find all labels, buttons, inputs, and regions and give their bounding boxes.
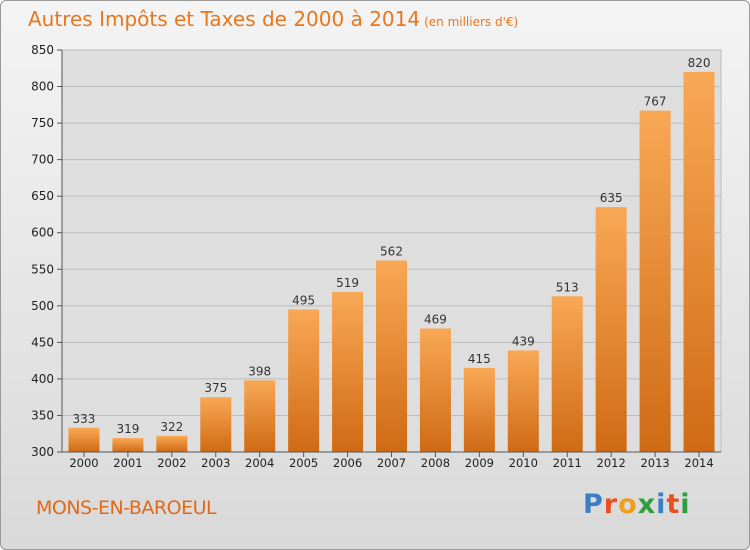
bar xyxy=(156,435,188,452)
x-tick-label: 2013 xyxy=(640,456,669,470)
x-tick-label: 2004 xyxy=(245,456,274,470)
y-tick-label: 800 xyxy=(31,80,54,94)
bar-value-label: 519 xyxy=(336,276,359,290)
bar xyxy=(68,427,100,452)
logo-letter: x xyxy=(637,489,657,520)
chart-subtitle: (en milliers d'€) xyxy=(424,15,519,29)
x-tick-label: 2000 xyxy=(69,456,98,470)
bar-value-label: 319 xyxy=(116,422,139,436)
bar-value-label: 635 xyxy=(600,191,623,205)
logo-letter: r xyxy=(603,489,619,520)
y-tick-label: 700 xyxy=(31,153,54,167)
bar xyxy=(376,260,407,452)
bar xyxy=(683,71,715,452)
bar xyxy=(639,110,671,452)
x-tick-label: 2006 xyxy=(333,456,362,470)
x-tick-label: 2008 xyxy=(421,456,450,470)
chart-title: Autres Impôts et Taxes de 2000 à 2014 (en… xyxy=(28,7,518,31)
x-tick-label: 2011 xyxy=(553,456,582,470)
y-tick-label: 650 xyxy=(31,189,54,203)
town-name: MONS-EN-BAROEUL xyxy=(36,497,217,519)
bar xyxy=(551,296,583,452)
x-tick-label: 2001 xyxy=(113,456,142,470)
x-tick-label: 2005 xyxy=(289,456,318,470)
bar xyxy=(244,380,276,452)
bar xyxy=(200,397,232,452)
bar-value-label: 513 xyxy=(556,280,579,294)
y-tick-label: 500 xyxy=(31,299,54,313)
x-tick-label: 2003 xyxy=(201,456,230,470)
bar-value-label: 439 xyxy=(512,334,535,348)
x-tick-label: 2009 xyxy=(465,456,494,470)
y-tick-label: 400 xyxy=(31,372,54,386)
bar-value-label: 767 xyxy=(644,95,667,109)
bar xyxy=(112,438,144,452)
x-axis: 2000 2001 2002 2003 2004 2005 2006 2007 2008 2009… xyxy=(62,451,721,470)
bar-value-label: 562 xyxy=(380,245,403,259)
bar xyxy=(595,207,627,452)
x-tick-label: 2014 xyxy=(684,456,713,470)
x-tick-label: 2002 xyxy=(157,456,186,470)
y-tick-label: 850 xyxy=(31,43,54,57)
bar-value-label: 398 xyxy=(248,364,271,378)
bar xyxy=(288,309,320,452)
bar-value-label: 375 xyxy=(204,381,227,395)
y-tick-label: 750 xyxy=(31,116,54,130)
y-tick-label: 600 xyxy=(31,226,54,240)
logo-letter: t xyxy=(666,489,681,520)
bars: 333 319 322 375 398 495 519 562 469 415 439 513 635 7… xyxy=(68,56,715,452)
bar-value-label: 415 xyxy=(468,352,491,366)
bar xyxy=(332,291,364,452)
chart-title-text: Autres Impôts et Taxes de 2000 à 2014 xyxy=(28,7,421,31)
x-tick-label: 2012 xyxy=(597,456,626,470)
logo-letter: o xyxy=(618,489,638,520)
x-tick-label: 2007 xyxy=(377,456,406,470)
y-tick-label: 550 xyxy=(31,262,54,276)
logo-letter: i xyxy=(656,489,667,520)
bar-value-label: 322 xyxy=(160,420,183,434)
y-tick-label: 350 xyxy=(31,408,54,422)
bar xyxy=(463,367,495,452)
bar-value-label: 469 xyxy=(424,312,447,326)
x-tick-label: 2010 xyxy=(509,456,538,470)
bar-value-label: 820 xyxy=(688,56,711,70)
y-tick-label: 450 xyxy=(31,335,54,349)
bar-value-label: 333 xyxy=(73,412,96,426)
y-tick-label: 300 xyxy=(31,445,54,459)
proxiti-logo[interactable]: Proxiti xyxy=(583,489,691,520)
y-axis: 300 350 400 450 500 550 600 650 700 750 800 850 xyxy=(31,43,63,459)
bar-value-label: 495 xyxy=(292,293,315,307)
bar xyxy=(419,328,451,452)
logo-letter: P xyxy=(583,489,604,520)
logo-letter: i xyxy=(680,489,691,520)
bar xyxy=(507,350,539,452)
